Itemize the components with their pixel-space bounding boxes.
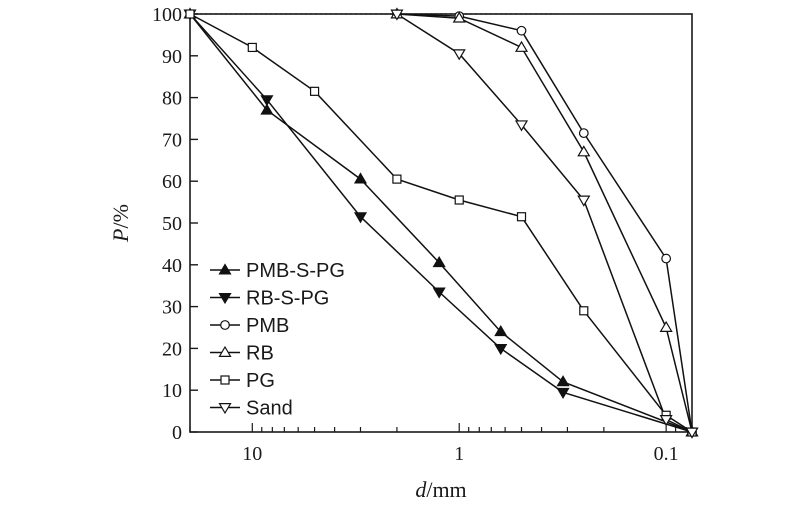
x-axis-unit: /mm — [426, 477, 466, 502]
legend-marker-pmb-s-pg — [218, 263, 232, 275]
data-point-rb-3 — [577, 145, 591, 157]
y-tick-label-40: 40 — [162, 255, 182, 277]
series-line-rb — [396, 13, 693, 433]
data-point-pmb-s-pg-5 — [556, 375, 570, 387]
x-axis: 10 1 0.1 — [189, 423, 687, 465]
data-point-sand-0 — [390, 9, 404, 21]
data-point-pmb-4 — [661, 253, 672, 264]
data-point-sand-3 — [577, 195, 591, 207]
data-point-rb-s-pg-4 — [494, 343, 508, 356]
series-markers — [183, 7, 699, 439]
y-tick-label-50: 50 — [162, 213, 182, 235]
data-point-rb-s-pg-1 — [260, 95, 274, 107]
legend-label-pg: PG — [246, 370, 275, 392]
data-point-rb-4 — [659, 320, 673, 332]
legend-marker-rb — [218, 345, 232, 357]
y-tick-label-80: 80 — [162, 88, 182, 110]
y-tick-label-100: 100 — [152, 4, 182, 26]
legend-marker-rb-s-pg — [218, 293, 232, 305]
y-tick-label-90: 90 — [162, 46, 182, 68]
data-point-pg-5 — [516, 212, 527, 222]
y-tick-label-30: 30 — [162, 297, 182, 319]
data-point-pg-2 — [309, 86, 320, 96]
x-axis-title: d/mm — [415, 477, 466, 502]
y-tick-label-20: 20 — [162, 338, 182, 360]
y-tick-label-60: 60 — [162, 171, 182, 193]
legend-marker-pmb — [220, 320, 230, 330]
legend-marker-sand — [218, 403, 232, 415]
data-point-sand-1 — [452, 49, 466, 61]
data-point-rb-1 — [452, 11, 466, 23]
legend-label-rb-s-pg: RB-S-PG — [246, 288, 329, 310]
legend-label-pmb-s-pg: PMB-S-PG — [246, 260, 345, 282]
data-point-pg-4 — [454, 195, 464, 205]
y-tick-label-0: 0 — [172, 422, 182, 444]
data-point-pg-0 — [185, 9, 195, 19]
data-point-pmb-s-pg-2 — [353, 172, 368, 184]
y-axis: 0 10 20 30 40 50 60 70 80 90 100 — [152, 4, 198, 444]
x-axis-variable: d — [415, 477, 427, 502]
data-point-pg-1 — [247, 42, 257, 53]
data-point-sand-2 — [514, 120, 529, 132]
data-point-pmb-3 — [578, 128, 589, 139]
y-axis-variable: P — [108, 229, 133, 243]
series-line-pmb — [396, 13, 693, 433]
data-point-pmb-2 — [516, 25, 527, 36]
data-point-pg-6 — [579, 306, 589, 316]
y-tick-label-70: 70 — [162, 129, 182, 151]
data-point-pmb-s-pg-1 — [260, 103, 274, 115]
data-point-pmb-s-pg-4 — [494, 324, 508, 337]
data-point-rb-s-pg-5 — [556, 387, 570, 399]
legend-marker-pg — [220, 375, 230, 385]
y-axis-unit: /% — [108, 204, 133, 228]
data-point-pmb-s-pg-3 — [432, 256, 446, 268]
x-tick-label-1: 1 — [454, 443, 464, 465]
data-point-sand-4 — [659, 415, 673, 427]
legend-label-sand: Sand — [246, 398, 293, 420]
x-tick-label-10: 10 — [242, 443, 262, 465]
data-point-sand-5 — [685, 427, 699, 439]
y-tick-label-10: 10 — [162, 380, 182, 402]
series-line-sand — [396, 13, 693, 433]
x-tick-label-0-1: 0.1 — [654, 443, 679, 465]
legend: PMB-S-PG RB-S-PG PMB RB PG Sand — [210, 260, 345, 420]
data-point-pg-3 — [392, 174, 402, 184]
legend-label-pmb: PMB — [246, 315, 289, 337]
y-axis-title: P/% — [108, 204, 133, 243]
data-point-rb-s-pg-2 — [353, 212, 368, 224]
legend-label-rb: RB — [246, 343, 274, 365]
data-point-rb-s-pg-3 — [432, 287, 446, 299]
data-point-rb-2 — [514, 40, 529, 52]
